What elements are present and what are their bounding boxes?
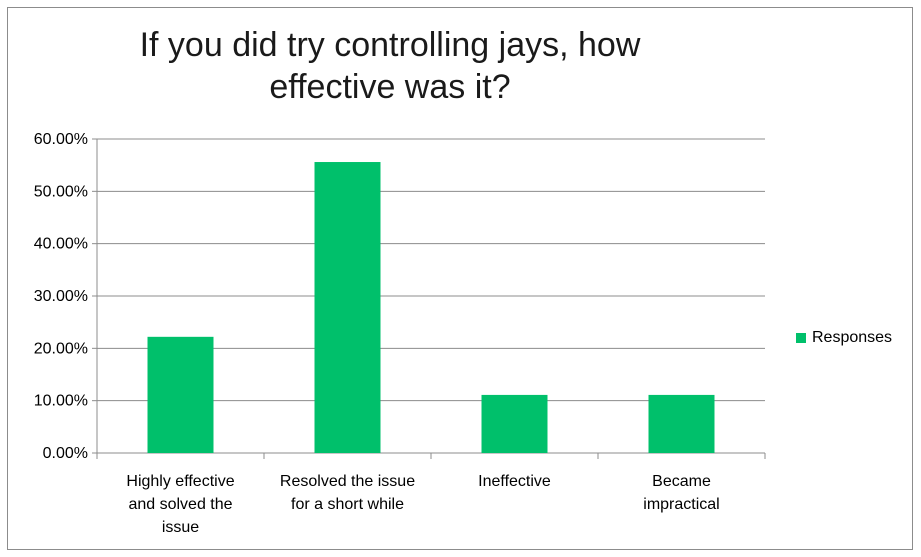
x-category-label: Resolved the issue	[280, 473, 415, 490]
legend-label-responses: Responses	[812, 329, 893, 346]
y-tick-label: 10.00%	[34, 393, 88, 410]
legend: Responses	[796, 329, 892, 347]
x-category-label: for a short while	[291, 496, 404, 513]
y-tick-label: 30.00%	[34, 288, 88, 305]
bar	[481, 394, 548, 453]
bar	[314, 162, 381, 453]
bar	[648, 394, 715, 453]
chart-title: If you did try controlling jays, how eff…	[0, 24, 780, 108]
y-tick-label: 60.00%	[34, 131, 88, 148]
x-category-label: Became	[652, 473, 711, 490]
y-tick-label: 0.00%	[43, 445, 88, 462]
x-category-label: Highly effective	[126, 473, 234, 490]
legend-swatch-responses	[796, 333, 806, 343]
chart-title-line-2: effective was it?	[269, 68, 511, 106]
y-tick-label: 40.00%	[34, 236, 88, 253]
x-category-label: impractical	[643, 496, 719, 513]
y-tick-label: 50.00%	[34, 183, 88, 200]
x-category-label: Ineffective	[478, 473, 551, 490]
y-tick-label: 20.00%	[34, 340, 88, 357]
chart-title-line-1: If you did try controlling jays, how	[139, 26, 641, 64]
x-category-label: and solved the	[128, 496, 232, 513]
x-category-label: issue	[162, 519, 199, 536]
bar	[147, 336, 214, 453]
chart-frame	[7, 7, 913, 550]
